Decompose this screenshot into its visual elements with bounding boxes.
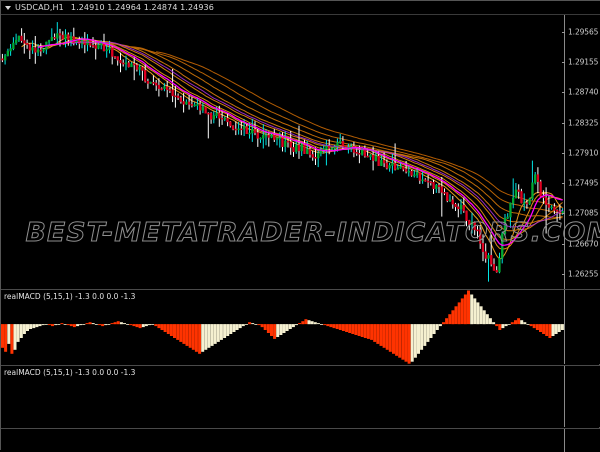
price-pane[interactable]: BEST-METATRADER-INDICATORS.COM 1.29565 1.… — [1, 15, 600, 289]
caret-down-icon[interactable] — [5, 5, 11, 10]
time-axis-labels — [1, 429, 564, 452]
macd2-indicator-label: realMACD (5,15,1) -1.3 0.0 0.0 -1.3 — [4, 368, 136, 377]
symbol-timeframe-label: USDCAD,H1 — [15, 3, 64, 12]
price-tick-mark — [562, 62, 565, 64]
price-tick-label: 1.27495 — [568, 178, 599, 188]
price-tick-mark — [562, 32, 565, 34]
price-tick-mark — [562, 243, 565, 245]
price-tick-label: 1.27085 — [568, 208, 599, 218]
macd1-histogram — [1, 290, 564, 364]
chart-title-bar: USDCAD,H1 1.24910 1.24964 1.24874 1.2493… — [1, 1, 600, 15]
macd1-plot-area[interactable] — [1, 290, 564, 364]
price-tick-label: 1.28740 — [568, 87, 599, 97]
macd2-scale-axis[interactable] — [564, 366, 600, 427]
time-axis-pane[interactable] — [1, 428, 600, 452]
price-tick-label: 1.29565 — [568, 27, 599, 37]
price-tick-mark — [562, 274, 565, 276]
macd1-indicator-label: realMACD (5,15,1) -1.3 0.0 0.0 -1.3 — [4, 292, 136, 301]
price-tick-label: 1.26670 — [568, 239, 599, 249]
realmacd-pane-2[interactable]: realMACD (5,15,1) -1.3 0.0 0.0 -1.3 — [1, 365, 600, 427]
price-tick-mark — [562, 92, 565, 94]
price-tick-mark — [562, 122, 565, 124]
ohlc-values-label: 1.24910 1.24964 1.24874 1.24936 — [70, 3, 214, 12]
price-tick-label: 1.28325 — [568, 118, 599, 128]
candlestick-series — [1, 22, 564, 282]
price-tick-label: 1.26255 — [568, 269, 599, 279]
price-scale-axis[interactable]: 1.29565 1.29155 1.28740 1.28325 1.27910 1.274… — [562, 15, 600, 289]
price-tick-label: 1.27910 — [568, 148, 599, 158]
realmacd-pane-1[interactable]: realMACD (5,15,1) -1.3 0.0 0.0 -1.3 — [1, 289, 600, 364]
macd1-scale-axis[interactable] — [564, 290, 600, 364]
price-tick-label: 1.29155 — [568, 57, 599, 67]
price-plot-area[interactable] — [1, 15, 564, 289]
price-tick-mark — [562, 183, 565, 185]
price-tick-mark — [562, 213, 565, 215]
time-axis-corner — [564, 429, 600, 452]
price-tick-mark — [562, 153, 565, 155]
